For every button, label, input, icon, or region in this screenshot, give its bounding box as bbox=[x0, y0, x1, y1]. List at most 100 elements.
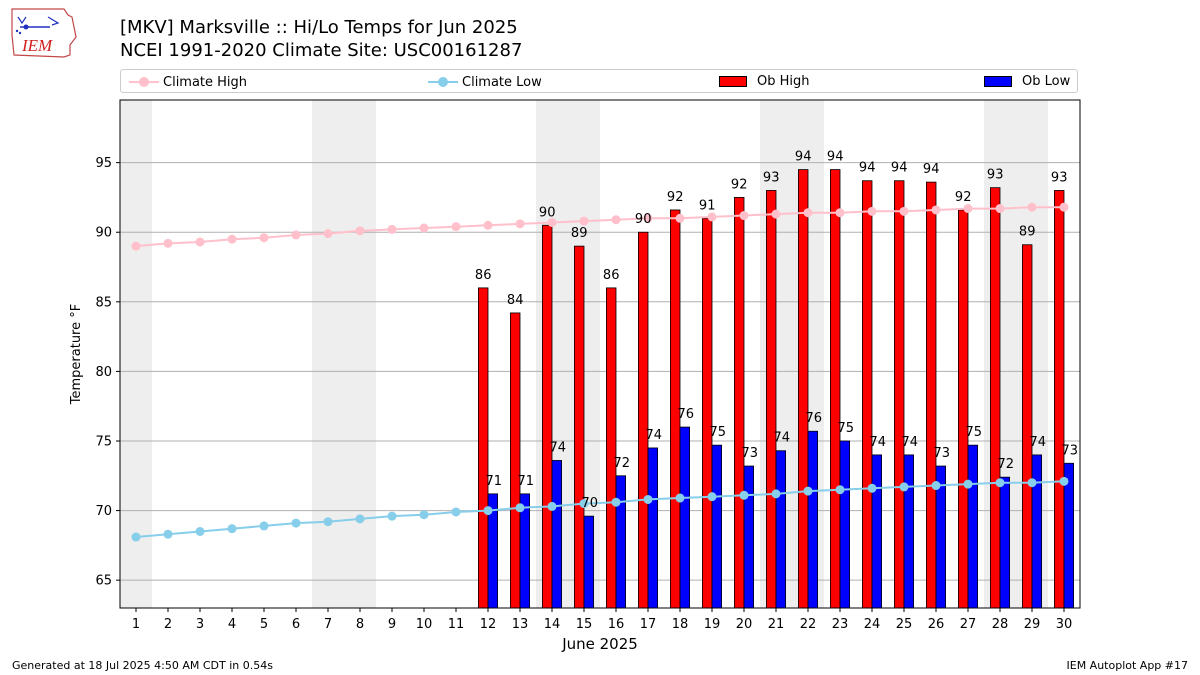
climate-low-point bbox=[195, 526, 205, 536]
ob-low-label: 73 bbox=[742, 446, 759, 461]
climate-low-point bbox=[867, 483, 877, 493]
x-tick-label: 5 bbox=[260, 617, 268, 632]
climate-high-point bbox=[163, 238, 173, 248]
x-tick-label: 10 bbox=[416, 617, 433, 632]
climate-high-point bbox=[611, 215, 621, 225]
ob-high-bar bbox=[862, 180, 873, 609]
climate-high-point bbox=[515, 219, 525, 229]
climate-low-line bbox=[135, 480, 1065, 538]
climate-high-point bbox=[259, 233, 269, 243]
ob-high-bar bbox=[606, 287, 617, 609]
ob-low-bar bbox=[615, 475, 627, 609]
climate-low-point bbox=[323, 517, 333, 527]
ob-high-bar bbox=[958, 209, 969, 609]
chart-subtitle: NCEI 1991-2020 Climate Site: USC00161287 bbox=[120, 40, 523, 61]
climate-low-point bbox=[835, 485, 845, 495]
x-tick-label: 21 bbox=[768, 617, 785, 632]
legend-swatch-ob-high bbox=[719, 76, 747, 87]
climate-high-point bbox=[451, 222, 461, 232]
climate-low-point bbox=[963, 479, 973, 489]
ob-low-bar bbox=[871, 454, 883, 609]
climate-low-point bbox=[675, 493, 685, 503]
climate-low-point bbox=[739, 490, 749, 500]
chart-title: [MKV] Marksville :: Hi/Lo Temps for Jun … bbox=[120, 17, 518, 38]
x-tick-label: 23 bbox=[832, 617, 849, 632]
footer-generated: Generated at 18 Jul 2025 4:50 AM CDT in … bbox=[12, 659, 273, 672]
ob-high-bar bbox=[734, 197, 745, 609]
ob-high-label: 92 bbox=[955, 190, 972, 205]
x-tick-label: 17 bbox=[640, 617, 657, 632]
climate-low-point bbox=[611, 497, 621, 507]
ob-low-label: 75 bbox=[710, 425, 727, 440]
ob-low-bar bbox=[1063, 462, 1075, 609]
ob-high-label: 93 bbox=[987, 168, 1004, 183]
ob-high-label: 86 bbox=[475, 268, 492, 283]
x-tick-label: 15 bbox=[576, 617, 593, 632]
ob-high-bar bbox=[926, 181, 937, 609]
climate-low-point bbox=[995, 478, 1005, 488]
ob-high-label: 94 bbox=[891, 161, 908, 176]
ob-low-label: 74 bbox=[550, 440, 567, 455]
ob-low-bar bbox=[903, 454, 915, 609]
climate-low-point bbox=[291, 518, 301, 528]
ob-low-bar bbox=[967, 444, 979, 609]
ob-high-label: 92 bbox=[667, 190, 684, 205]
climate-high-point bbox=[355, 226, 365, 236]
climate-high-line bbox=[135, 206, 1064, 248]
y-tick-label: 75 bbox=[95, 434, 112, 449]
ob-low-bar bbox=[1031, 454, 1043, 609]
ob-low-label: 74 bbox=[646, 428, 663, 443]
x-tick-label: 8 bbox=[356, 617, 364, 632]
ob-low-bar bbox=[679, 426, 691, 609]
y-tick-label: 80 bbox=[95, 365, 112, 380]
y-axis-label: Temperature °F bbox=[69, 304, 84, 405]
legend-swatch-climate-low bbox=[428, 74, 458, 90]
climate-low-point bbox=[803, 486, 813, 496]
climate-high-point bbox=[771, 209, 781, 219]
iem-logo: IEM bbox=[11, 8, 77, 58]
ob-high-label: 94 bbox=[827, 150, 844, 165]
ob-high-label: 89 bbox=[1019, 225, 1036, 240]
ob-low-bar bbox=[487, 493, 499, 609]
ob-high-label: 84 bbox=[507, 293, 524, 308]
observed-bars bbox=[477, 169, 1075, 609]
ob-high-bar bbox=[638, 231, 649, 609]
climate-low-point bbox=[355, 514, 365, 524]
ob-high-bar bbox=[702, 217, 713, 609]
ob-high-label: 94 bbox=[923, 162, 940, 177]
ob-high-bar bbox=[990, 187, 1001, 609]
ob-high-bar bbox=[670, 209, 681, 609]
ob-low-label: 71 bbox=[486, 474, 503, 489]
ob-low-label: 75 bbox=[838, 421, 855, 436]
x-tick-label: 25 bbox=[896, 617, 913, 632]
climate-high-point bbox=[995, 204, 1005, 214]
climate-high-point bbox=[291, 230, 301, 240]
climate-low-point bbox=[1059, 476, 1069, 486]
ob-high-label: 90 bbox=[635, 212, 652, 227]
climate-low-point bbox=[419, 510, 429, 520]
y-gridlines bbox=[120, 162, 1080, 581]
ob-low-bar bbox=[839, 440, 851, 609]
legend-item-climate-low: Climate Low bbox=[428, 74, 542, 90]
climate-low-point bbox=[643, 494, 653, 504]
bar-value-labels: 86 71 84 71 90 74 89 70 86 72 90 74 92 76 91 75 92 73 93 74… bbox=[475, 150, 1078, 512]
ob-low-label: 70 bbox=[582, 496, 599, 511]
climate-high-point bbox=[227, 234, 237, 244]
weekend-shading bbox=[120, 100, 1048, 608]
ob-low-label: 74 bbox=[774, 431, 791, 446]
legend-swatch-ob-low bbox=[984, 76, 1012, 87]
legend-item-ob-low: Ob Low bbox=[984, 74, 1070, 90]
ob-low-label: 72 bbox=[998, 457, 1015, 472]
x-tick-label: 29 bbox=[1024, 617, 1041, 632]
x-axis: 1 2 3 4 5 6 7 8 9 10 11 12 13 14 15 16 17 18 19 20 21 22 23 24 2… bbox=[132, 608, 1072, 632]
x-tick-label: 18 bbox=[672, 617, 689, 632]
ob-high-label: 94 bbox=[859, 161, 876, 176]
y-tick-label: 85 bbox=[95, 295, 112, 310]
x-tick-label: 20 bbox=[736, 617, 753, 632]
weekend-band bbox=[312, 100, 376, 608]
ob-high-label: 92 bbox=[731, 177, 748, 192]
legend-item-climate-high: Climate High bbox=[129, 74, 247, 90]
ob-low-label: 75 bbox=[966, 425, 983, 440]
ob-low-label: 74 bbox=[1030, 435, 1047, 450]
ob-high-label: 89 bbox=[571, 226, 588, 241]
